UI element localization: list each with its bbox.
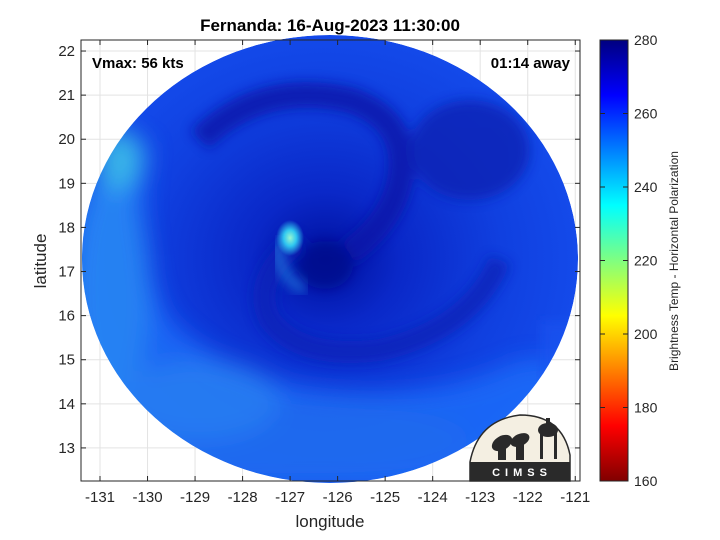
y-tick-label: 16	[58, 308, 75, 325]
y-tick-label: 22	[58, 43, 75, 60]
x-tick-label: -123	[465, 489, 495, 506]
x-axis-ticks: -131 -130 -129 -128 -127 -126 -125 -124 -123 -122…	[85, 40, 590, 506]
colorbar-tick-label: 260	[634, 106, 658, 122]
y-tick-label: 15	[58, 352, 75, 369]
x-tick-label: -130	[133, 489, 163, 506]
x-axis-label: longitude	[295, 512, 364, 531]
y-tick-label: 14	[58, 396, 75, 413]
colorbar-tick-label: 180	[634, 400, 658, 416]
cimss-logo: CIMSS	[469, 414, 571, 482]
colorbar-tick-label: 160	[634, 473, 658, 489]
chart-title: Fernanda: 16-Aug-2023 11:30:00	[200, 16, 460, 35]
colorbar-tick-label: 220	[634, 253, 658, 269]
x-tick-label: -125	[370, 489, 400, 506]
axes-frame	[80, 39, 581, 482]
y-axis-label: latitude	[31, 234, 50, 289]
colorbar-tick-label: 200	[634, 326, 658, 342]
y-tick-label: 21	[58, 87, 75, 104]
y-tick-label: 13	[58, 440, 75, 457]
x-tick-label: -121	[560, 489, 590, 506]
y-tick-label: 19	[58, 175, 75, 192]
x-tick-label: -131	[85, 489, 115, 506]
logo-text: CIMSS	[492, 467, 552, 479]
colorbar-label: Brightness Temp - Horizontal Polarizatio…	[667, 151, 681, 371]
colorbar-ticks: 160 180 200 220 240 260 280	[600, 32, 658, 489]
x-tick-label: -127	[275, 489, 305, 506]
x-tick-label: -128	[228, 489, 258, 506]
time-away-label: 01:14 away	[491, 55, 571, 72]
y-tick-label: 18	[58, 219, 75, 236]
x-tick-label: -124	[418, 489, 448, 506]
y-tick-label: 20	[58, 131, 75, 148]
colorbar-tick-label: 280	[634, 32, 658, 48]
x-tick-label: -129	[180, 489, 210, 506]
y-axis-ticks: 13 14 15 16 17 18 19 20 21 22	[58, 43, 580, 457]
x-tick-label: -126	[323, 489, 353, 506]
y-tick-label: 17	[58, 264, 75, 281]
colorbar: 160 180 200 220 240 260 280 Brightness Temp - …	[599, 32, 681, 489]
brightness-temp-swath	[82, 35, 578, 483]
colorbar-tick-label: 240	[634, 179, 658, 195]
x-tick-label: -122	[513, 489, 543, 506]
vmax-label: Vmax: 56 kts	[92, 55, 184, 72]
